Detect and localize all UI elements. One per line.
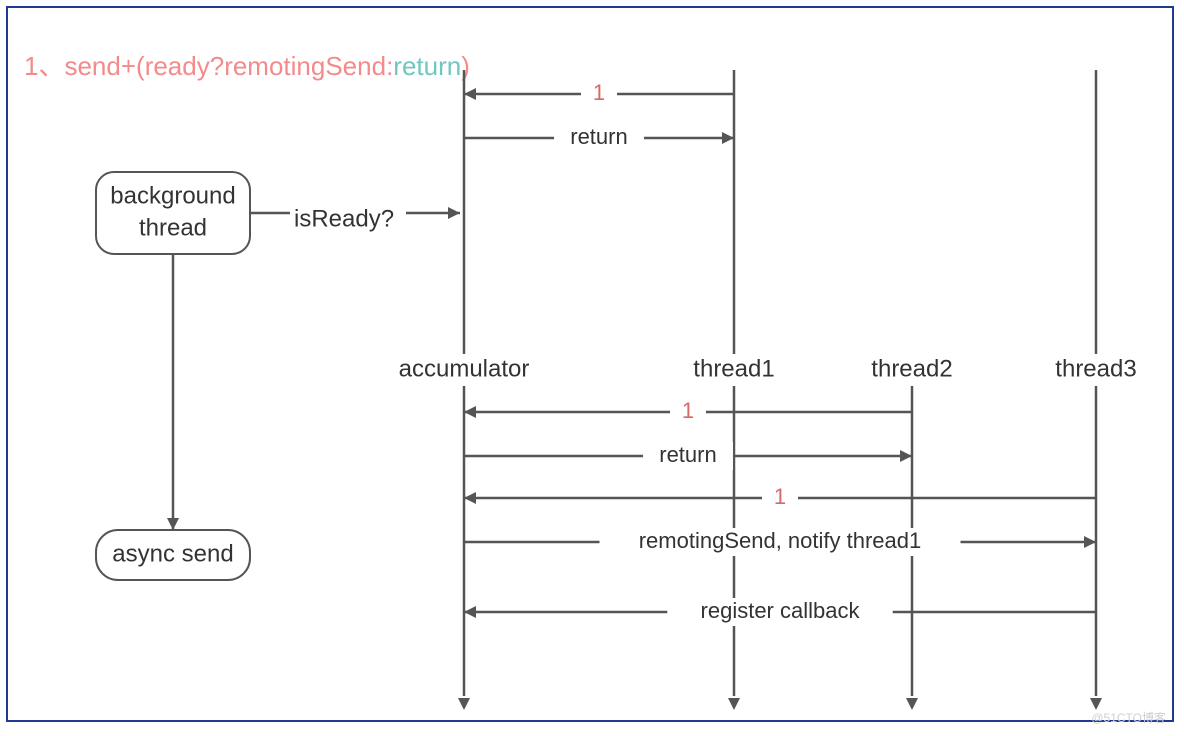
svg-text:1: 1 — [593, 80, 605, 105]
svg-text:return: return — [393, 51, 461, 81]
svg-text:accumulator: accumulator — [399, 355, 530, 382]
svg-text:1、: 1、 — [24, 51, 64, 81]
svg-text:thread: thread — [139, 214, 207, 241]
svg-text:async send: async send — [112, 540, 233, 567]
title: 1、send+(ready?remotingSend:return) — [24, 51, 470, 81]
svg-text:background: background — [110, 182, 235, 209]
svg-text:return: return — [570, 124, 627, 149]
svg-text:isReady?: isReady? — [294, 205, 394, 232]
lifeline-thread2 — [857, 354, 966, 696]
lifeline-thread3 — [1041, 70, 1150, 696]
svg-text:return: return — [659, 442, 716, 467]
svg-text:): ) — [461, 51, 470, 81]
lifeline-accumulator — [381, 70, 546, 696]
watermark: @51CTO博客 — [1091, 709, 1166, 726]
diagram-svg: 1、send+(ready?remotingSend:return)backgr… — [0, 0, 1184, 736]
svg-text:thread3: thread3 — [1055, 355, 1136, 382]
svg-text:1: 1 — [774, 484, 786, 509]
svg-text:1: 1 — [682, 398, 694, 423]
svg-text:thread1: thread1 — [693, 355, 774, 382]
svg-text:remotingSend, notify thread1: remotingSend, notify thread1 — [639, 528, 922, 553]
svg-text:register callback: register callback — [701, 598, 861, 623]
svg-text:thread2: thread2 — [871, 355, 952, 382]
svg-text:send+(ready?remotingSend:: send+(ready?remotingSend: — [64, 51, 393, 81]
